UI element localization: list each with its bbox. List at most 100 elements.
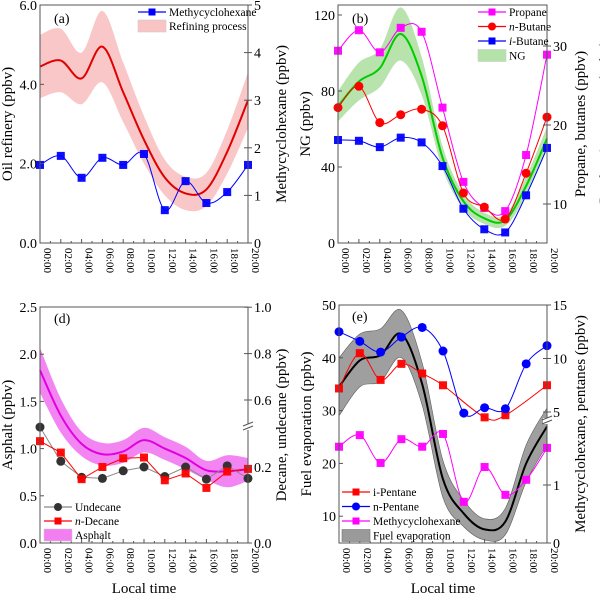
right-tick-label: 4 bbox=[254, 47, 261, 62]
axis-break-gap bbox=[543, 418, 551, 424]
right-tick-label: 10 bbox=[553, 353, 567, 368]
axis-break-mark bbox=[242, 421, 254, 431]
point-undecane bbox=[56, 456, 66, 466]
y-axis-label-far-right: Combustion sources (ppbv) bbox=[597, 41, 600, 207]
point-propane bbox=[501, 207, 510, 216]
legend-marker bbox=[54, 503, 62, 511]
right-tick-label: 5 bbox=[553, 406, 560, 421]
point-i-pentane bbox=[501, 411, 510, 420]
point-methycyclohexane bbox=[98, 153, 107, 162]
point-undecane bbox=[97, 473, 107, 483]
point-n-decane bbox=[56, 448, 65, 457]
point-n-butane bbox=[521, 168, 531, 178]
x-tick-label: 12:00 bbox=[465, 548, 477, 574]
legend-label: n-Decane bbox=[75, 516, 119, 528]
point-methycyclohexane bbox=[355, 431, 364, 440]
point-n-pentane bbox=[396, 332, 406, 342]
point-i-butane bbox=[501, 228, 510, 237]
axis-break-line bbox=[541, 415, 553, 421]
left-tick-label: 40 bbox=[321, 161, 335, 176]
point-i-pentane bbox=[418, 369, 427, 378]
point-undecane bbox=[181, 462, 191, 472]
band-ng bbox=[338, 7, 547, 229]
x-tick-label: 06:00 bbox=[103, 248, 115, 274]
left-tick-label: 30 bbox=[322, 405, 336, 420]
legend-marker bbox=[352, 502, 360, 511]
point-methycyclohexane bbox=[160, 206, 169, 215]
panel-a: 0.0 2.0 4.0 6.0 0 1 2 3 4 5 00:00 02:00 04:00 06:00 08… bbox=[0, 0, 290, 274]
axis-break-mark bbox=[541, 415, 553, 425]
legend-swatch bbox=[43, 528, 73, 542]
legend: Undecane n-Decane Asphalt bbox=[43, 502, 121, 542]
point-i-butane bbox=[375, 143, 384, 152]
x-tick-label: 02:00 bbox=[361, 548, 373, 574]
y-axis-label: Oil refinery (ppbv) bbox=[0, 67, 16, 181]
y-axis-label: Asphalt (ppbv) bbox=[0, 380, 16, 470]
x-tick-label: 00:00 bbox=[41, 548, 53, 574]
axis-break-line bbox=[541, 419, 553, 425]
right-tick-label: 0 bbox=[254, 237, 261, 252]
legend-swatch bbox=[341, 529, 371, 542]
x-tick-label: 16:00 bbox=[506, 248, 518, 274]
point-n-butane bbox=[458, 188, 468, 198]
point-i-butane bbox=[417, 138, 426, 147]
left-tick-label: 0.0 bbox=[20, 537, 38, 552]
legend-label: Asphalt bbox=[75, 530, 112, 542]
point-i-butane bbox=[354, 136, 363, 145]
left-tick-label: 0.0 bbox=[20, 237, 38, 252]
x-tick-label: 20:00 bbox=[548, 248, 560, 274]
left-tick-label: 50 bbox=[322, 299, 336, 314]
panel-label: (b) bbox=[352, 12, 369, 27]
legend: Methycyclohexane Refining process bbox=[137, 7, 257, 33]
legend-label: i-Butane bbox=[509, 36, 549, 48]
x-tick-label: 12:00 bbox=[166, 248, 178, 274]
left-tick-label: 1.5 bbox=[20, 395, 38, 410]
point-n-pentane bbox=[521, 359, 531, 369]
point-methycyclohexane bbox=[439, 429, 447, 438]
panel-label: (e) bbox=[352, 310, 368, 325]
left-tick-label: 80 bbox=[321, 85, 335, 100]
point-i-butane bbox=[459, 204, 468, 213]
point-n-decane bbox=[119, 454, 128, 463]
point-i-butane bbox=[438, 162, 447, 171]
x-tick-label: 02:00 bbox=[360, 248, 372, 274]
point-propane bbox=[459, 177, 468, 186]
right-tick-label: 5 bbox=[254, 0, 261, 14]
x-tick-label: 04:00 bbox=[382, 548, 394, 574]
right-tick-label: 1 bbox=[254, 189, 261, 204]
left-tick-label: 6.0 bbox=[20, 0, 38, 14]
legend-marker bbox=[488, 8, 496, 16]
panel-label: (a) bbox=[54, 12, 70, 27]
x-axis-label: Local time bbox=[411, 581, 476, 597]
left-tick-label: 2.0 bbox=[20, 158, 38, 173]
point-undecane bbox=[201, 474, 211, 484]
x-tick-label: 02:00 bbox=[62, 248, 74, 274]
point-methycyclohexane bbox=[522, 475, 531, 484]
legend-italic-prefix: n bbox=[75, 516, 81, 528]
point-undecane bbox=[139, 462, 149, 472]
x-tick-label: 00:00 bbox=[41, 248, 53, 274]
x-tick-label: 16:00 bbox=[207, 248, 219, 274]
legend-marker bbox=[352, 517, 360, 525]
x-tick-label: 18:00 bbox=[527, 248, 539, 274]
legend-item: n-Pentane bbox=[342, 502, 419, 514]
left-tick-label: 40 bbox=[322, 352, 336, 367]
legend-marker bbox=[488, 37, 496, 45]
axis-break-line bbox=[242, 421, 254, 427]
point-n-butane bbox=[396, 110, 406, 120]
point-methycyclohexane bbox=[56, 151, 65, 160]
point-n-decane bbox=[77, 475, 86, 484]
point-i-butane bbox=[522, 191, 531, 200]
right-tick-label: 0 bbox=[553, 537, 560, 552]
left-tick-label: 0.5 bbox=[20, 490, 38, 505]
point-n-decane bbox=[98, 463, 107, 471]
band-fuel-evaporation bbox=[338, 308, 548, 542]
point-propane bbox=[438, 103, 447, 112]
legend-italic-prefix: n bbox=[509, 22, 515, 34]
point-n-butane bbox=[417, 104, 427, 114]
line-fuel-evaporation bbox=[338, 332, 548, 532]
point-methycyclohexane bbox=[223, 188, 232, 197]
right-tick-label: 0.0 bbox=[254, 537, 272, 552]
